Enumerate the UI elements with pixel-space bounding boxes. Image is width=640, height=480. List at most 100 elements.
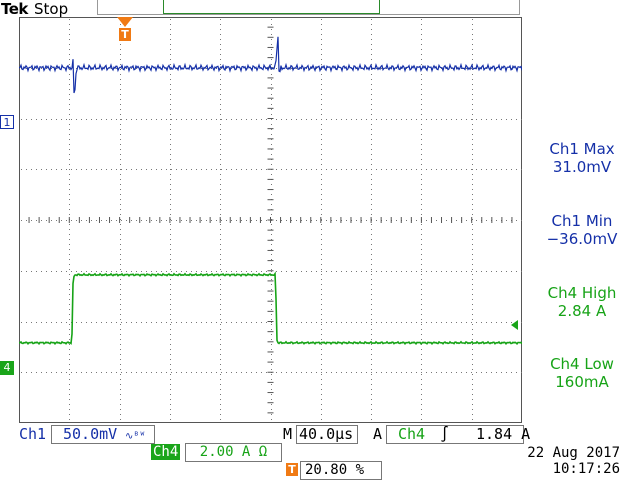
grid-dot [331, 220, 332, 221]
grid-dot [371, 284, 372, 285]
grid-dot [321, 249, 322, 250]
grid-dot [271, 74, 272, 75]
grid-dot [161, 68, 162, 69]
ch1-label[interactable]: Ch1 [19, 425, 47, 443]
grid-dot [341, 220, 342, 221]
ch1-ground-marker[interactable]: 1 [0, 115, 14, 129]
grid-dot [306, 220, 307, 221]
grid-dot [421, 169, 422, 170]
grid-dot [306, 169, 307, 170]
grid-dot [271, 214, 272, 215]
grid-dot [431, 322, 432, 323]
grid-dot [81, 169, 82, 170]
grid-dot [371, 74, 372, 75]
grid-dot [371, 89, 372, 90]
grid-dot [220, 244, 221, 245]
grid-dot [421, 264, 422, 265]
grid-dot [116, 169, 117, 170]
grid-dot [69, 399, 70, 400]
grid-dot [371, 394, 372, 395]
timebase-box[interactable] [296, 425, 358, 444]
grid-dot [69, 94, 70, 95]
grid-dot [220, 354, 221, 355]
grid-dot [356, 220, 357, 221]
grid-dot [86, 271, 87, 272]
record-view-window[interactable] [163, 0, 380, 14]
ch4-ground-marker[interactable]: 4 [0, 361, 14, 375]
grid-dot [441, 271, 442, 272]
grid-dot [176, 372, 177, 373]
grid-dot [421, 354, 422, 355]
grid-dot [321, 299, 322, 300]
grid-dot [341, 372, 342, 373]
trigger-level-icon[interactable] [511, 320, 518, 330]
grid-dot [170, 264, 171, 265]
grid-dot [151, 220, 152, 221]
grid-dot [391, 169, 392, 170]
grid-dot [321, 322, 322, 323]
grid-dot [381, 119, 382, 120]
grid-dot [120, 139, 121, 140]
grid-dot [120, 234, 121, 235]
grid-dot [21, 220, 22, 221]
grid-dot [121, 119, 122, 120]
grid-dot [120, 254, 121, 255]
grid-dot [86, 220, 87, 221]
grid-dot [296, 322, 297, 323]
grid-dot [371, 139, 372, 140]
grid-dot [220, 149, 221, 150]
grid-dot [220, 369, 221, 370]
grid-dot [66, 322, 67, 323]
grid-dot [186, 322, 187, 323]
grid-dot [321, 289, 322, 290]
grid-dot [371, 239, 372, 240]
grid-dot [226, 372, 227, 373]
ch4-scale[interactable]: 2.00 A Ω [185, 443, 282, 462]
grid-dot [56, 169, 57, 170]
grid-dot [141, 169, 142, 170]
grid-dot [476, 220, 477, 221]
grid-dot [481, 119, 482, 120]
ch4-label[interactable]: Ch4 [151, 444, 181, 460]
grid-dot [321, 194, 322, 195]
grid-dot [371, 359, 372, 360]
trigger-level: 1.84 A [476, 425, 531, 443]
grid-dot [170, 284, 171, 285]
grid-dot [351, 220, 352, 221]
grid-dot [36, 372, 37, 373]
grid-dot [421, 44, 422, 45]
grid-dot [366, 372, 367, 373]
grid-dot [220, 89, 221, 90]
grid-dot [170, 104, 171, 105]
grid-dot [51, 220, 52, 221]
grid-dot [371, 314, 372, 315]
grid-dot [69, 264, 70, 265]
grid-dot [321, 54, 322, 55]
grid-dot [421, 189, 422, 190]
grid-dot [170, 259, 171, 260]
grid-dot [271, 239, 272, 240]
timebase-value: 40.0µs [299, 425, 354, 443]
grid-dot [271, 344, 272, 345]
grid-dot [376, 68, 377, 69]
grid-dot [120, 249, 121, 250]
grid-dot [421, 269, 422, 270]
grid-dot [301, 322, 302, 323]
grid-dot [220, 64, 221, 65]
grid-dot [321, 104, 322, 105]
grid-dot [26, 68, 27, 69]
ch1-scale-box[interactable] [51, 425, 155, 444]
grid-dot [371, 369, 372, 370]
measurement-label: Ch1 Max [549, 140, 615, 158]
grid-dot [69, 379, 70, 380]
grid-dot [472, 329, 473, 330]
grid-dot [421, 94, 422, 95]
grid-dot [351, 372, 352, 373]
grid-dot [201, 169, 202, 170]
grid-dot [120, 244, 121, 245]
grid-dot [472, 279, 473, 280]
trigger-position-icon[interactable]: T [119, 28, 131, 41]
trigger-box[interactable] [386, 425, 524, 444]
grid-dot [120, 164, 121, 165]
grid-dot [316, 68, 317, 69]
